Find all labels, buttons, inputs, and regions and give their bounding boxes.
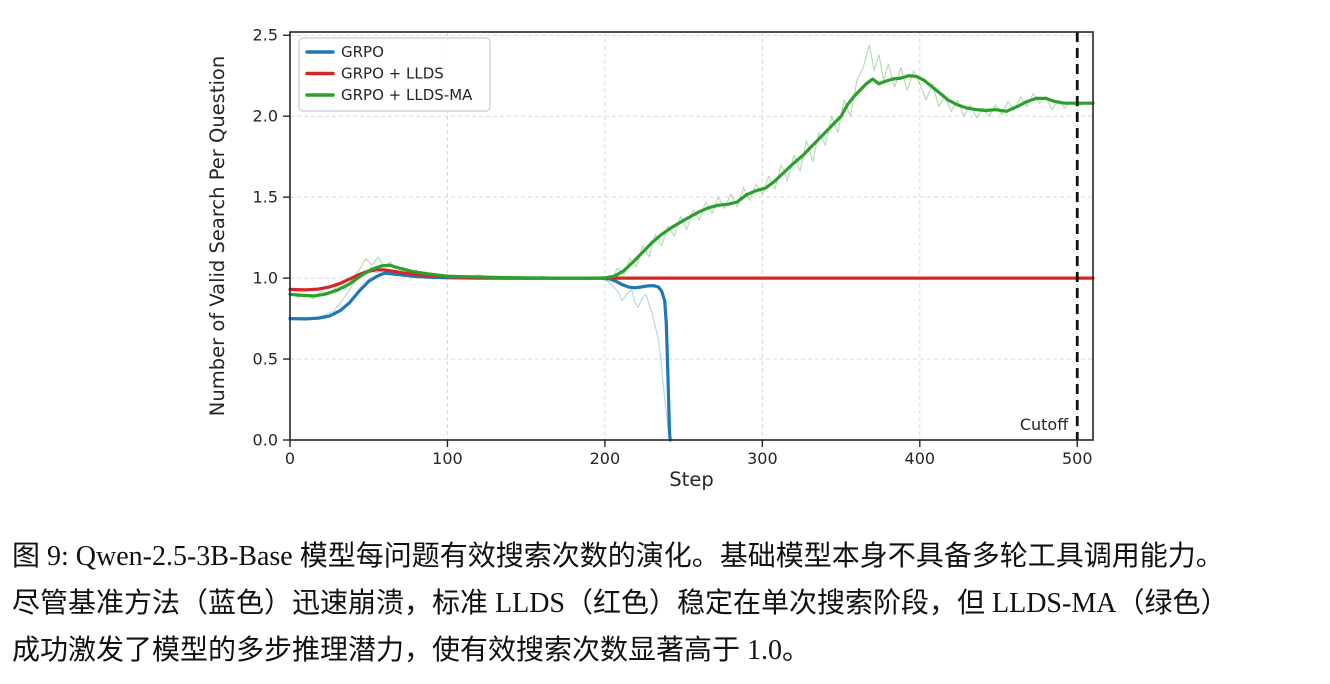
series-grpo-line [288,271,672,442]
y-tick-label-1: 1.0 [253,269,278,288]
caption-line-1: 图 9: Qwen-2.5-3B-Base 模型每问题有效搜索次数的演化。基础模… [12,541,1224,572]
cutoff-label: Cutoff [1020,415,1069,434]
x-axis-label: Step [669,468,713,491]
x-tick-label-100: 100 [432,449,463,468]
x-tick-label-500: 500 [1062,449,1093,468]
series-llds-line [288,268,1095,292]
figure-caption: 图 9: Qwen-2.5-3B-Base 模型每问题有效搜索次数的演化。基础模… [12,533,1228,674]
y-tick-label-0: 0.0 [253,431,278,450]
y-tick-label-1.5: 1.5 [253,188,278,207]
y-tick-label-2.5: 2.5 [253,26,278,45]
series-grpo-raw-line [289,271,671,441]
x-tick-label-300: 300 [747,449,778,468]
caption-line-3: 成功激发了模型的多步推理潜力，使有效搜索次数显著高于 1.0。 [12,635,811,666]
x-tick-label-0: 0 [285,449,295,468]
caption-line-2: 尽管基准方法（蓝色）迅速崩溃，标准 LLDS（红色）稳定在单次搜索阶段，但 LL… [12,588,1229,619]
line-chart: Cutoff 0 100 200 300 400 500 0.0 0.5 1.0 1.5 2.0 2.5… [206,26,1095,491]
series-llds-ma-line [288,74,1095,298]
plot-border [289,31,1094,441]
x-tick-label-400: 400 [905,449,936,468]
y-axis-label: Number of Valid Search Per Question [206,56,229,416]
legend-label-grpo: GRPO [341,43,384,61]
legend-label-llds: GRPO + LLDS [341,65,444,83]
y-tick-label-0.5: 0.5 [253,350,278,369]
legend-label-llds-ma: GRPO + LLDS-MA [341,86,473,104]
legend-box [298,37,491,112]
y-tick-label-2: 2.0 [253,107,278,126]
x-tick-label-200: 200 [590,449,621,468]
